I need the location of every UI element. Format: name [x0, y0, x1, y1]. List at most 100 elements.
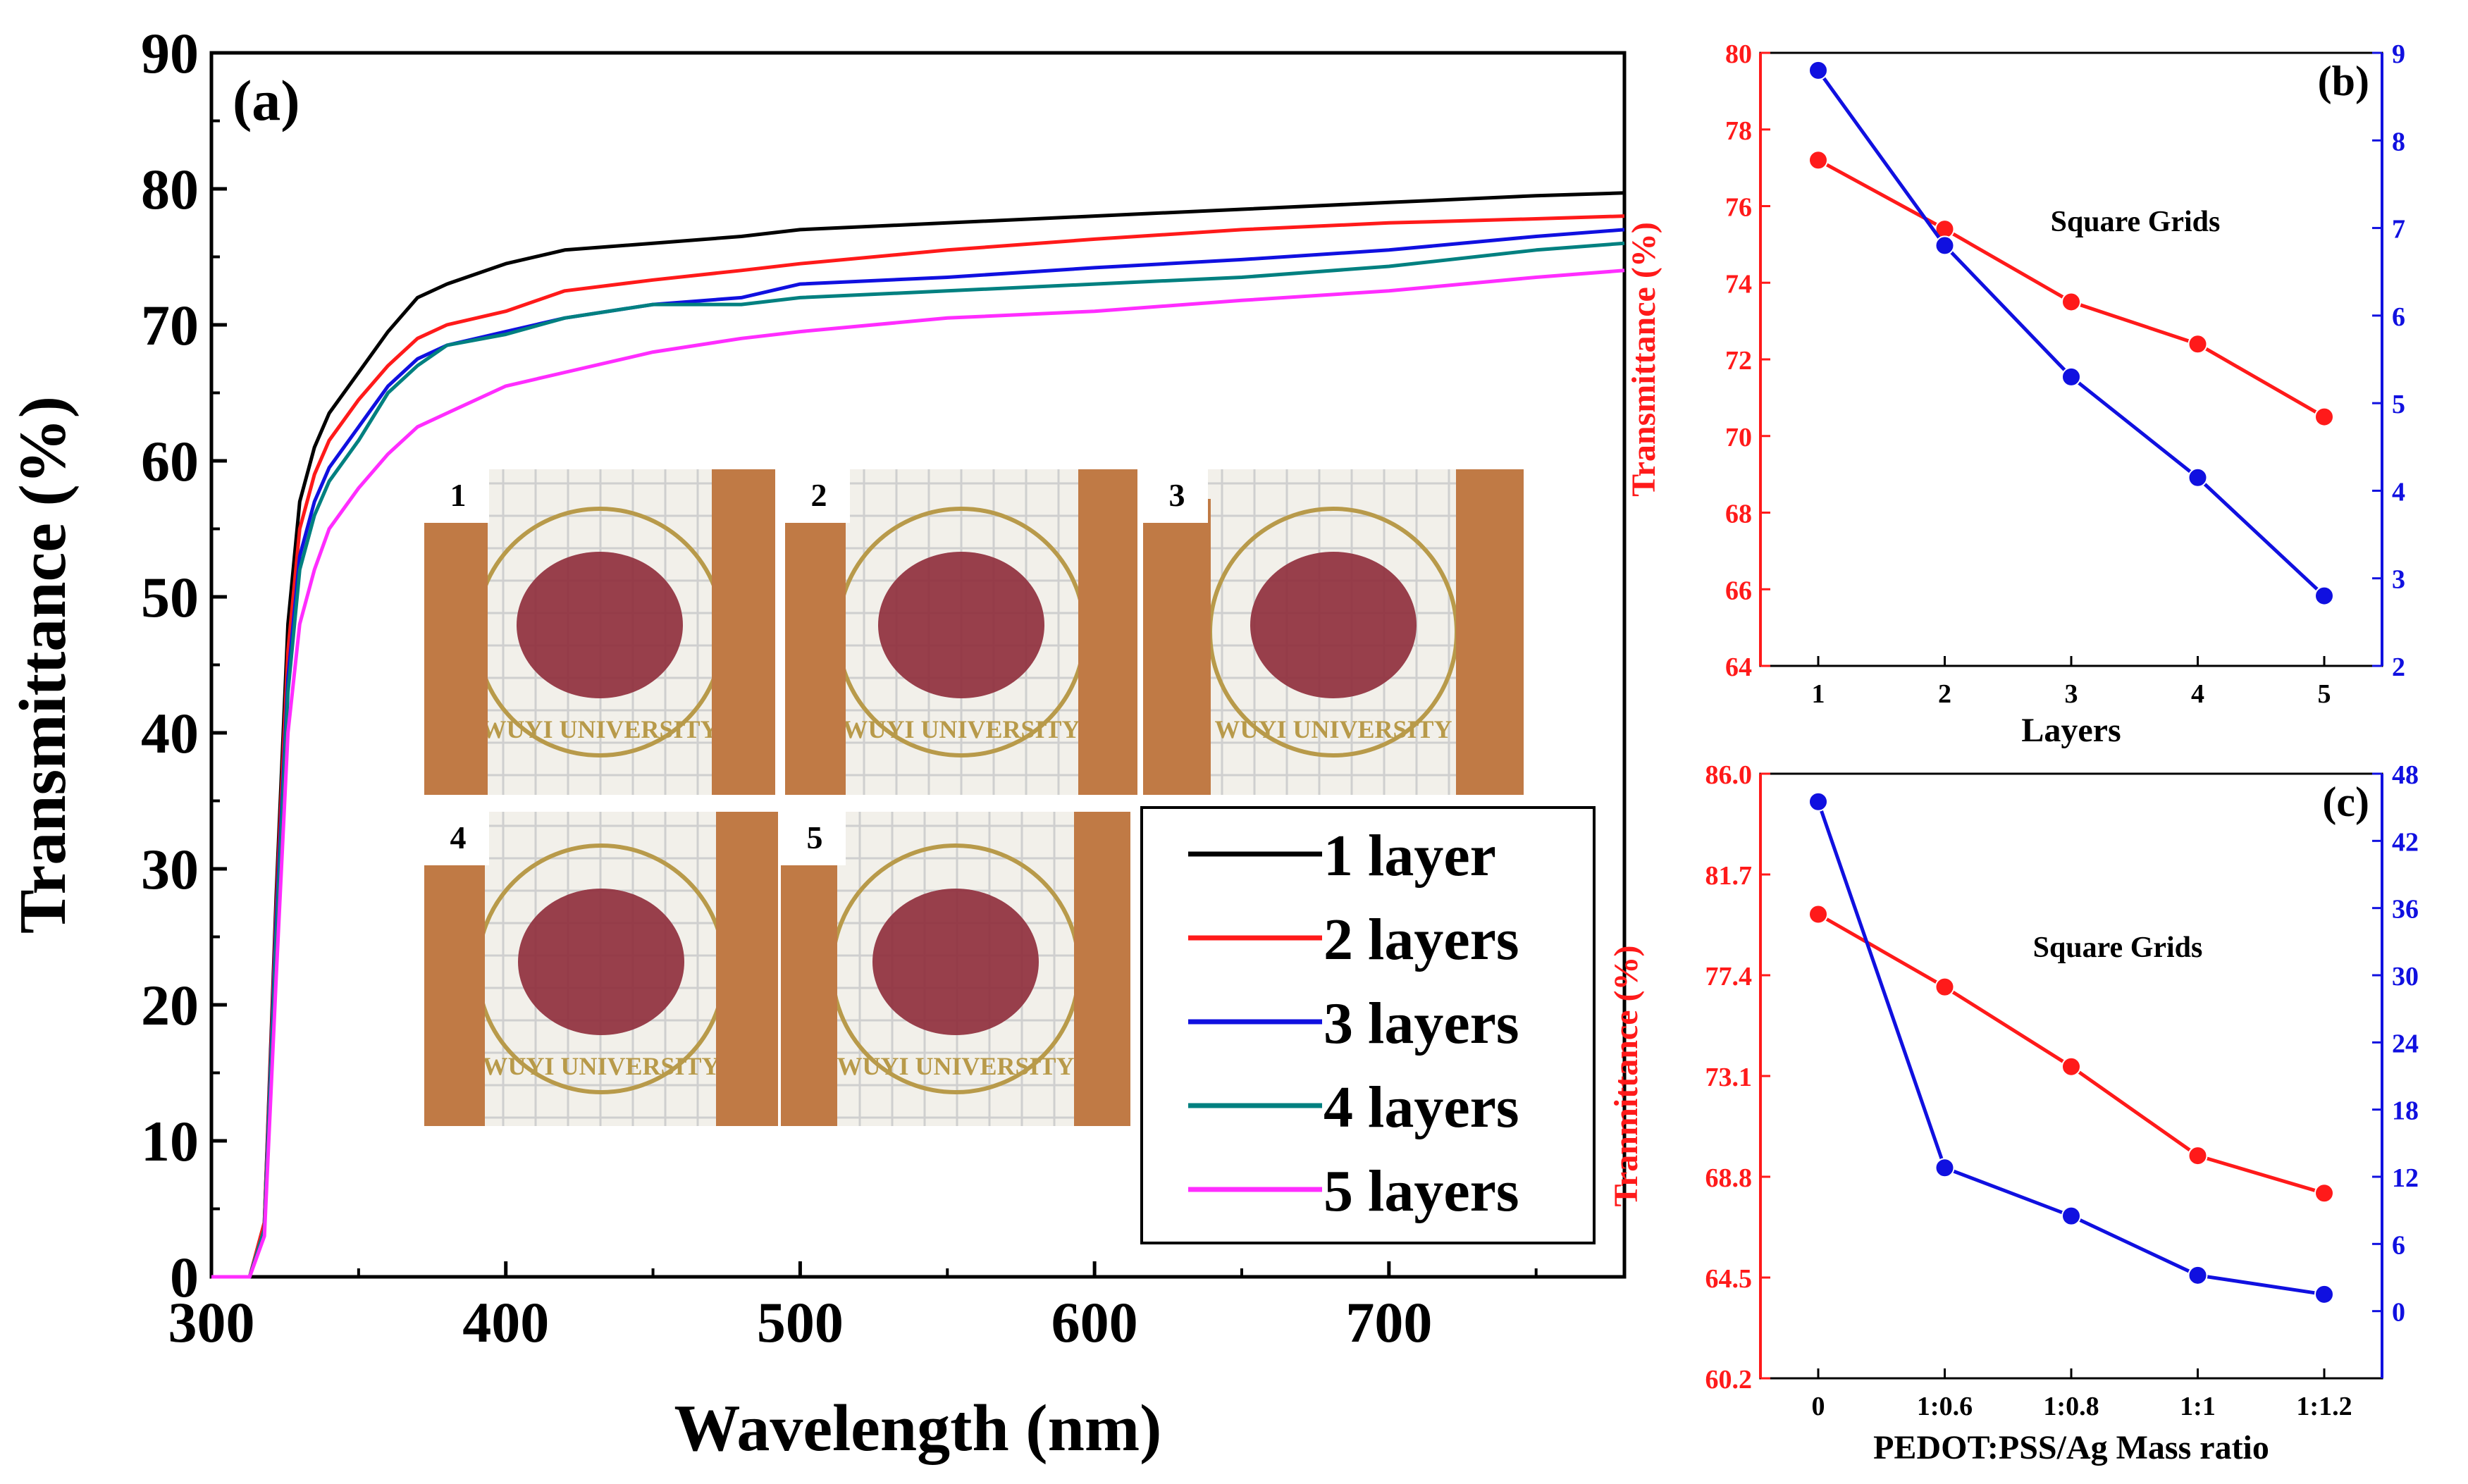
- copper-tape: [712, 469, 775, 795]
- x-axis-label: Wavelength (nm): [674, 1392, 1162, 1465]
- right-tick-label: 2: [2392, 653, 2405, 682]
- x-axis-label: PEDOT:PSS/Ag Mass ratio: [1873, 1429, 2269, 1466]
- right-tick-label: 8: [2392, 127, 2405, 156]
- y-tick-label: 20: [141, 973, 199, 1037]
- logo-emblem: [878, 552, 1044, 698]
- left-tick-label: 70: [1725, 423, 1752, 452]
- data-point: [2188, 1146, 2208, 1166]
- right-tick-label: 12: [2392, 1163, 2419, 1193]
- x-tick-label: 4: [2191, 679, 2204, 709]
- right-tick-label: 0: [2392, 1298, 2405, 1328]
- left-tick-label: 64: [1725, 653, 1752, 682]
- y-tick-label: 80: [141, 157, 199, 221]
- x-tick-label: 2: [1938, 679, 1951, 709]
- x-tick-label: 3: [2065, 679, 2078, 709]
- data-point: [1935, 977, 1955, 997]
- copper-tape: [781, 840, 837, 1126]
- photo-label: 5: [807, 820, 823, 855]
- x-tick-label: 1:0.8: [2043, 1392, 2099, 1421]
- logo-emblem: [518, 889, 684, 1035]
- left-tick-label: 64.5: [1705, 1264, 1753, 1294]
- left-axis-label: Tranmittance (%): [1608, 945, 1645, 1206]
- data-point: [2188, 1265, 2208, 1285]
- left-tick-label: 80: [1725, 39, 1752, 69]
- legend-label: 4 layers: [1324, 1075, 1519, 1140]
- plot-frame: [1759, 51, 2383, 667]
- x-tick-label: 500: [757, 1290, 844, 1354]
- left-tick-label: 81.7: [1705, 861, 1753, 891]
- x-tick-label: 600: [1051, 1290, 1138, 1354]
- inset-photo: WUYI UNIVERSITY 5: [778, 806, 1130, 1126]
- university-text: WUYI UNIVERSITY: [482, 1052, 720, 1080]
- left-tick-label: 86.0: [1705, 760, 1753, 790]
- x-tick-label: 1: [1812, 679, 1825, 709]
- copper-tape: [424, 499, 488, 795]
- left-tick-label: 77.4: [1705, 962, 1753, 991]
- panel-label: (c): [2322, 779, 2369, 825]
- series-line: [1816, 69, 2326, 598]
- y-tick-label: 70: [141, 293, 199, 357]
- panel-label-a: (a): [233, 68, 300, 132]
- legend-label: 2 layers: [1324, 907, 1519, 972]
- copper-tape: [716, 812, 778, 1126]
- right-tick-label: 9: [2392, 39, 2405, 69]
- data-point: [2314, 1183, 2334, 1204]
- legend: 1 layer 2 layers 3 layers 4 layers 5 layers: [1140, 806, 1596, 1244]
- data-point: [2188, 334, 2208, 354]
- logo-emblem: [1250, 552, 1417, 698]
- inset-photo: WUYI UNIVERSITY 3: [1140, 464, 1524, 795]
- legend-label: 1 layer: [1324, 823, 1496, 889]
- left-tick-label: 72: [1725, 346, 1752, 376]
- panel-c: 60.2 64.5 68.8 73.1 77.4 81.7 86.0 0 6 12 18 24 30 36…: [1608, 760, 2419, 1466]
- photo-label: 4: [450, 820, 467, 855]
- photo-label-box: [421, 464, 489, 523]
- x-axis-label: Layers: [2021, 712, 2121, 749]
- x-tick-label: 1:1.2: [2296, 1392, 2352, 1421]
- data-point: [1808, 60, 1828, 80]
- right-tick-label: 30: [2392, 962, 2419, 991]
- y-tick-label: 40: [141, 701, 199, 765]
- legend-label: 3 layers: [1324, 991, 1519, 1056]
- data-point: [2061, 1056, 2081, 1077]
- x-tick-label: 300: [168, 1290, 255, 1354]
- right-tick-label: 48: [2392, 760, 2419, 790]
- left-tick-label: 73.1: [1705, 1063, 1753, 1092]
- x-tick-label: 1:1: [2180, 1392, 2216, 1421]
- copper-tape: [785, 499, 846, 795]
- annotation: Square Grids: [2051, 206, 2221, 238]
- photo-label-box: [782, 464, 850, 523]
- x-tick-label: 0: [1812, 1392, 1825, 1421]
- right-tick-label: 24: [2392, 1029, 2419, 1058]
- y-tick-label: 50: [141, 565, 199, 629]
- photo-label: 1: [450, 477, 467, 513]
- copper-tape: [424, 840, 485, 1126]
- data-point: [1808, 904, 1828, 925]
- data-point: [2061, 1206, 2081, 1226]
- university-text: WUYI UNIVERSITY: [1214, 715, 1452, 743]
- data-point: [1808, 150, 1828, 171]
- y-tick-label: 10: [141, 1109, 199, 1173]
- logo-emblem: [872, 889, 1039, 1035]
- inset-photo: WUYI UNIVERSITY 1: [421, 464, 775, 795]
- panel-label: (b): [2318, 58, 2369, 104]
- university-text: WUYI UNIVERSITY: [842, 715, 1080, 743]
- right-tick-label: 6: [2392, 1230, 2405, 1260]
- y-tick-label: 30: [141, 837, 199, 901]
- left-tick-label: 74: [1725, 269, 1752, 299]
- y-axis-label: Transmittance (%): [6, 396, 80, 934]
- data-point: [1808, 791, 1828, 812]
- university-text: WUYI UNIVERSITY: [837, 1052, 1074, 1080]
- legend-label: 5 layers: [1324, 1158, 1519, 1224]
- x-tick-label: 5: [2318, 679, 2331, 709]
- right-tick-label: 42: [2392, 827, 2419, 857]
- x-tick-label: 400: [462, 1290, 549, 1354]
- right-tick-label: 36: [2392, 895, 2419, 925]
- series-line: [211, 268, 1625, 1279]
- copper-tape: [1078, 469, 1137, 795]
- series-line: [211, 241, 1625, 1279]
- right-tick-label: 18: [2392, 1096, 2419, 1126]
